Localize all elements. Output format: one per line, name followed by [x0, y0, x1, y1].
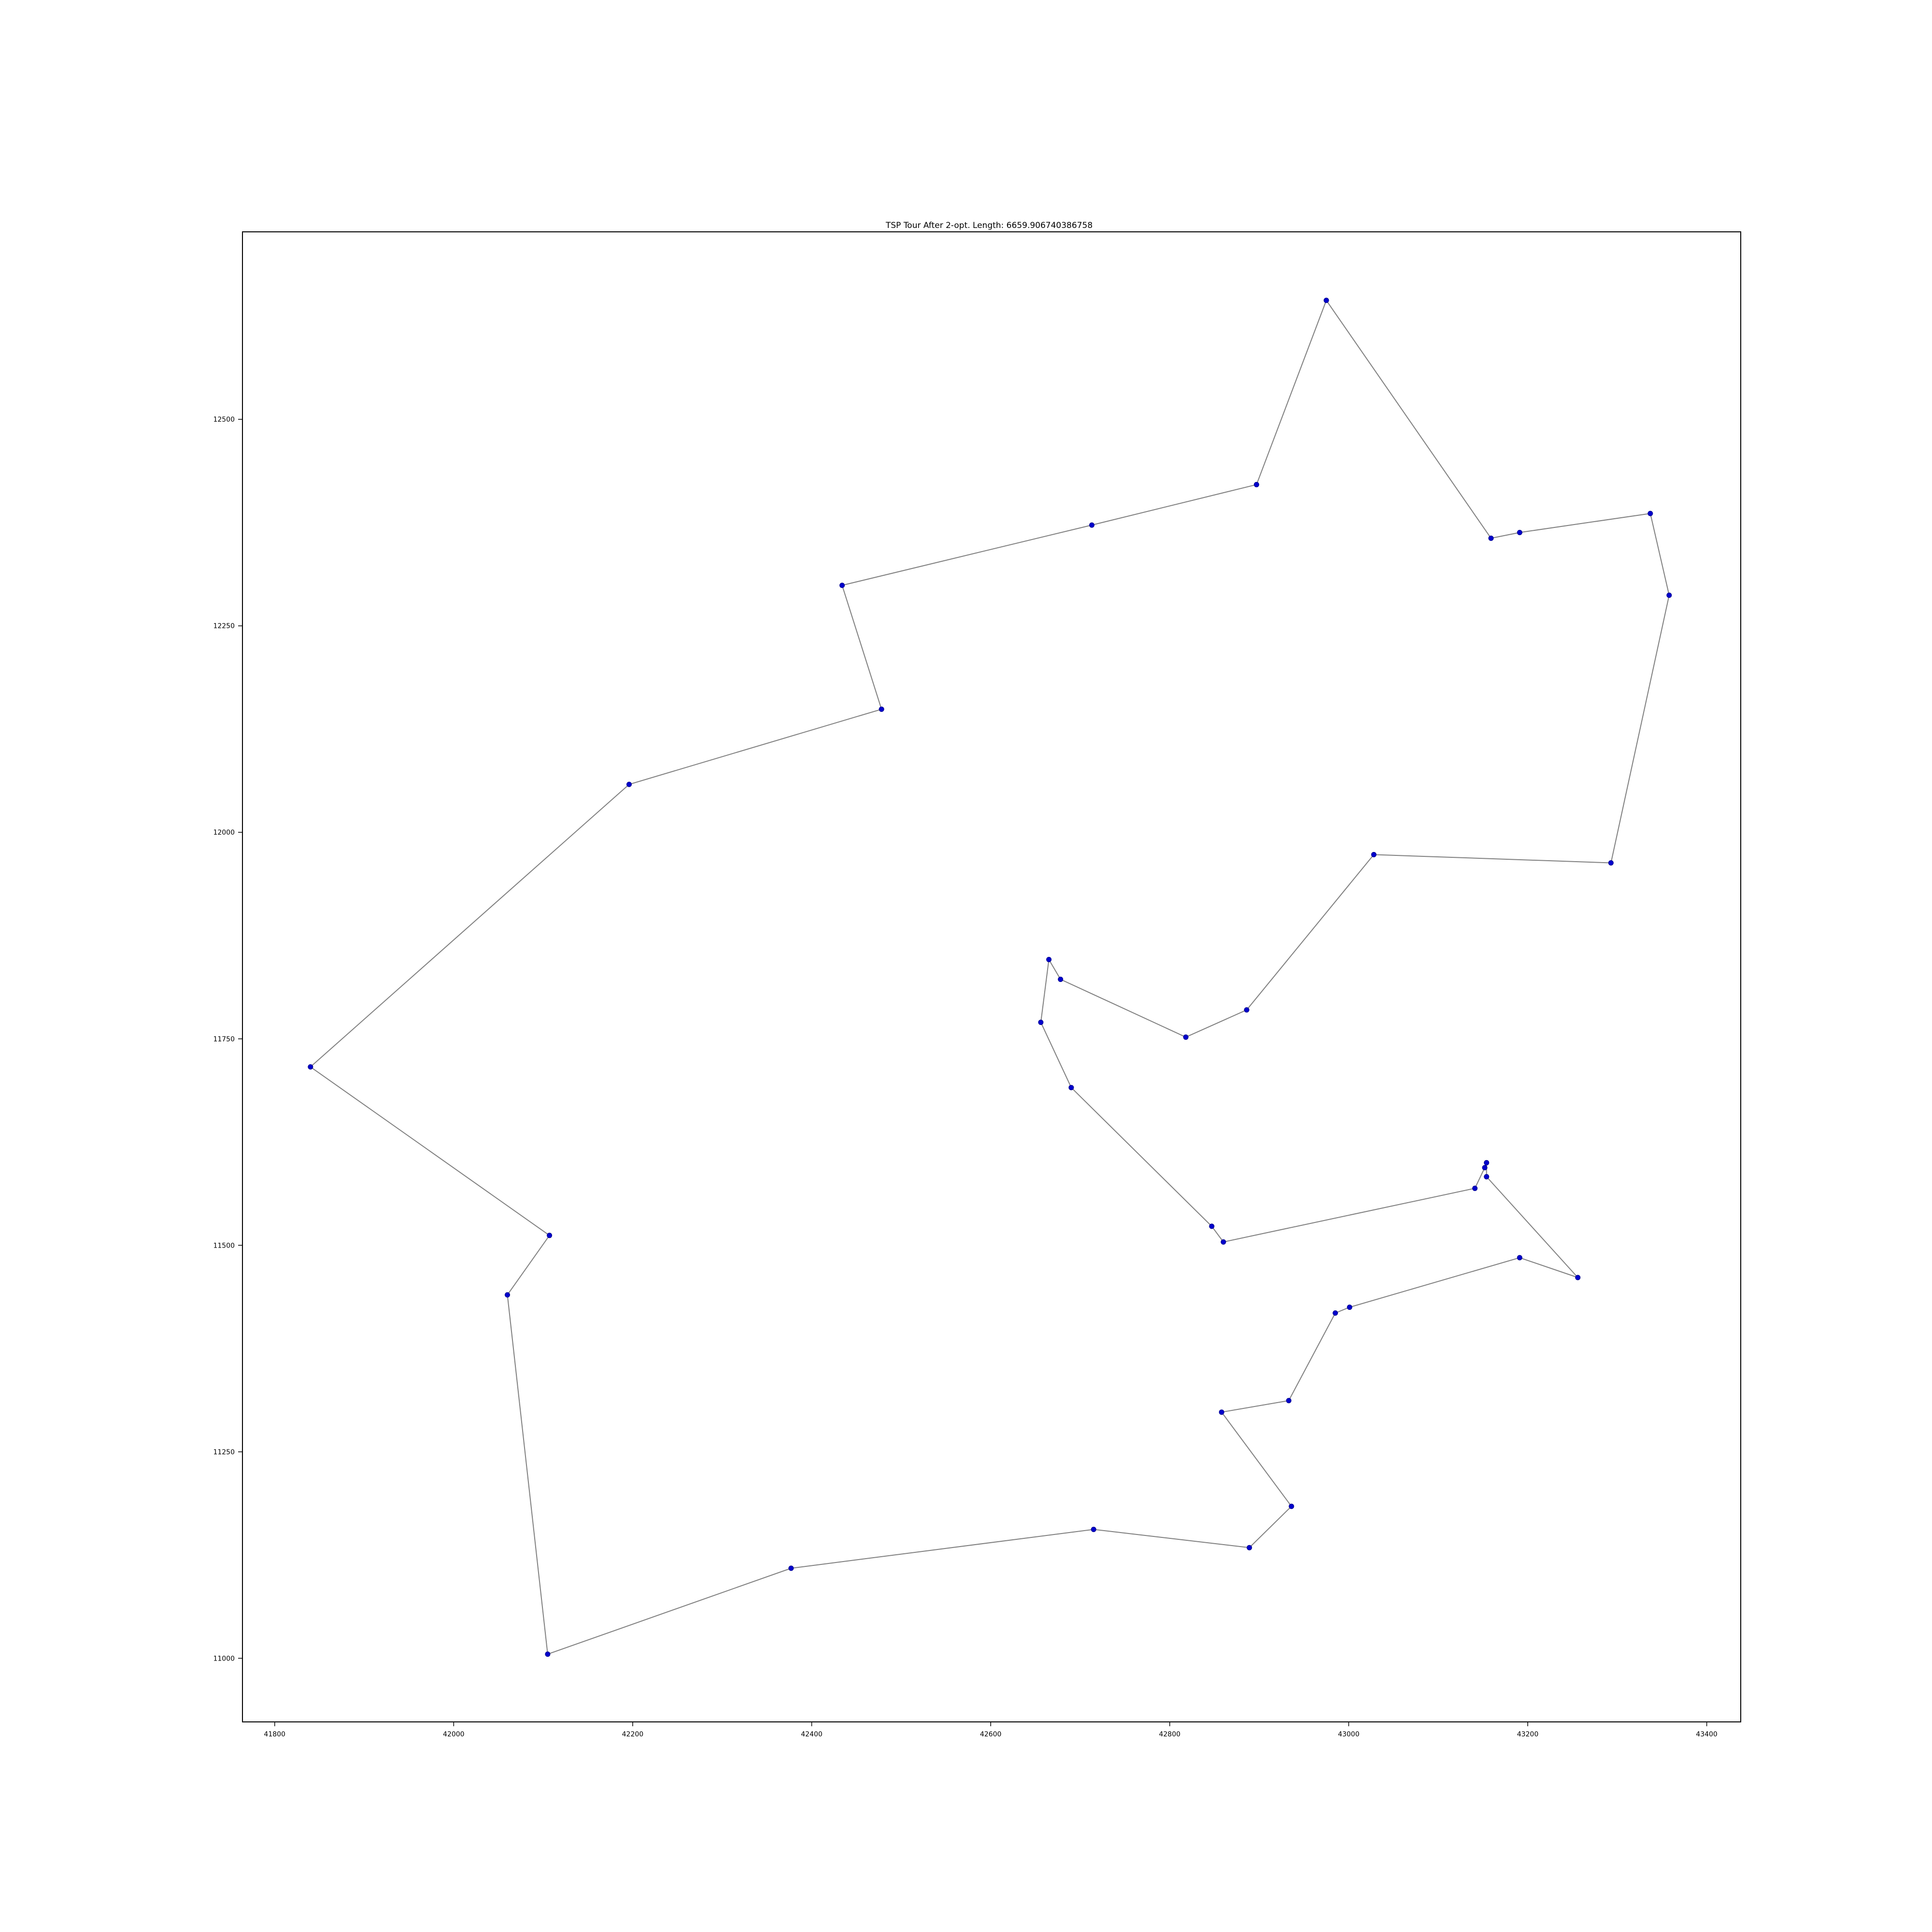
x-tick-label-1: 42000 — [443, 1731, 465, 1738]
city-point-3 — [839, 582, 845, 588]
y-tick-label-4: 12000 — [213, 829, 235, 837]
axes-frame — [242, 231, 1741, 1722]
city-point-23 — [1484, 1160, 1490, 1165]
y-tick-label-3: 11750 — [213, 1036, 235, 1043]
city-point-7 — [1488, 535, 1494, 541]
city-point-35 — [545, 1651, 551, 1657]
x-tick-label-4: 42600 — [980, 1731, 1002, 1738]
city-point-12 — [1371, 852, 1377, 857]
x-tick-label-0: 41800 — [264, 1731, 285, 1738]
city-point-25 — [1575, 1275, 1581, 1280]
city-point-37 — [547, 1233, 553, 1238]
city-point-2 — [879, 706, 884, 712]
city-point-29 — [1286, 1398, 1292, 1404]
plot-area — [308, 298, 1672, 1657]
city-point-32 — [1247, 1545, 1252, 1550]
city-point-8 — [1517, 530, 1522, 535]
city-point-10 — [1666, 592, 1672, 598]
city-point-27 — [1347, 1305, 1352, 1310]
city-point-33 — [1091, 1527, 1096, 1532]
x-tick-label-6: 43000 — [1338, 1731, 1360, 1738]
y-tick-label-5: 12250 — [213, 623, 235, 630]
y-tick-label-6: 12500 — [213, 416, 235, 424]
x-tick-label-5: 42800 — [1159, 1731, 1180, 1738]
city-point-5 — [1254, 482, 1259, 487]
city-point-14 — [1183, 1034, 1189, 1040]
y-tick-label-0: 11000 — [213, 1655, 235, 1662]
x-tick-label-8: 43400 — [1696, 1731, 1718, 1738]
city-point-21 — [1472, 1185, 1478, 1191]
city-point-18 — [1068, 1085, 1074, 1091]
city-point-17 — [1038, 1020, 1044, 1025]
city-point-1 — [626, 781, 632, 787]
city-point-24 — [1484, 1174, 1490, 1179]
city-point-16 — [1046, 957, 1052, 963]
city-point-13 — [1244, 1007, 1250, 1013]
city-point-9 — [1648, 511, 1653, 516]
city-point-0 — [308, 1064, 313, 1070]
y-tick-label-1: 11250 — [213, 1449, 235, 1456]
city-point-26 — [1517, 1255, 1522, 1261]
city-point-36 — [505, 1292, 510, 1298]
city-point-20 — [1221, 1239, 1226, 1245]
x-tick-label-3: 42400 — [801, 1731, 823, 1738]
city-point-19 — [1209, 1223, 1215, 1229]
city-point-15 — [1058, 977, 1064, 982]
city-point-6 — [1323, 298, 1329, 303]
tour-line — [310, 299, 1670, 1655]
x-tick-label-2: 42200 — [622, 1731, 644, 1738]
city-point-28 — [1333, 1310, 1338, 1316]
city-point-4 — [1089, 522, 1094, 528]
city-point-31 — [1289, 1504, 1294, 1509]
axes: 41800 42000 42200 42400 42600 42800 43000 43200… — [213, 231, 1741, 1738]
city-point-11 — [1608, 860, 1614, 866]
x-tick-label-7: 43200 — [1517, 1731, 1539, 1738]
city-point-30 — [1219, 1409, 1224, 1415]
city-point-34 — [788, 1565, 794, 1571]
chart-title: TSP Tour After 2-opt. Length: 6659.90674… — [885, 221, 1093, 230]
y-tick-label-2: 11500 — [213, 1242, 235, 1250]
city-point-22 — [1482, 1165, 1488, 1170]
